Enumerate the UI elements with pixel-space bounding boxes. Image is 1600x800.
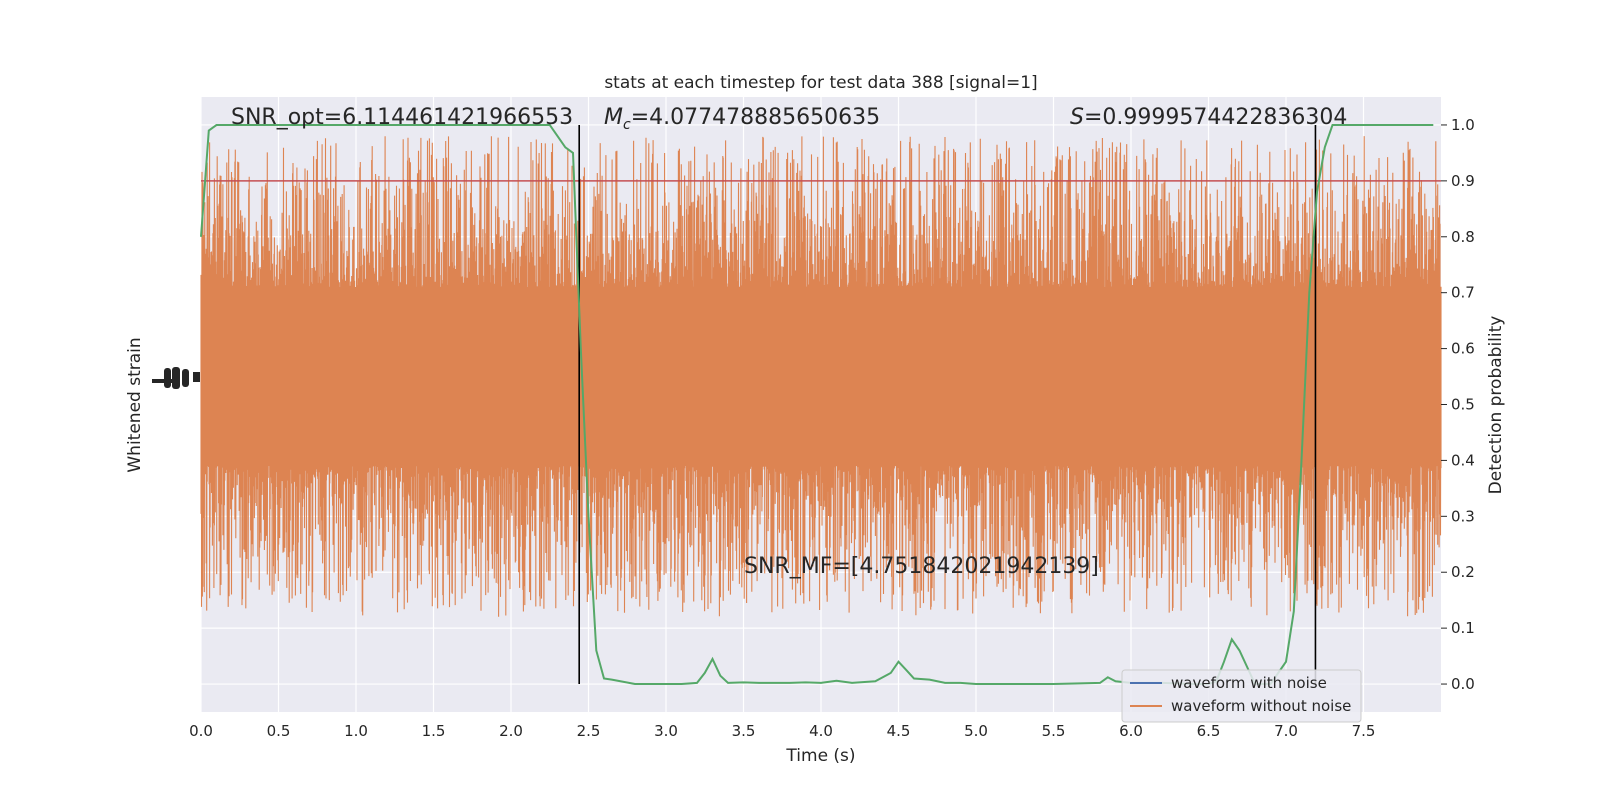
y-tick-label: 0.7: [1451, 284, 1475, 302]
annotation-snr-opt: SNR_opt=6.114461421966553: [231, 105, 573, 130]
annotation-significance: S=0.9999574422836304: [1070, 105, 1347, 130]
x-tick-label: 7.5: [1352, 722, 1376, 740]
significance-symbol: S: [1070, 105, 1084, 130]
y-tick-label: 0.0: [1451, 675, 1475, 693]
x-tick-label: 2.5: [577, 722, 601, 740]
y-tick-label: 0.3: [1451, 507, 1475, 525]
legend-label-with-noise: waveform with noise: [1171, 674, 1327, 692]
chirp-mass-symbol: M: [604, 105, 623, 130]
x-tick-label: 5.0: [964, 722, 988, 740]
chirp-mass-subscript: c: [623, 117, 631, 133]
waveform-without-noise-trace: [200, 136, 1442, 617]
y-axis-label-right: Detection probability: [1486, 316, 1506, 495]
y-tick-label: 0.8: [1451, 228, 1475, 246]
y-axis-label-left: Whitened strain: [125, 337, 145, 472]
y-tick-label: 1.0: [1451, 116, 1475, 134]
y-tick-label: 0.4: [1451, 451, 1475, 469]
legend: waveform with noise waveform without noi…: [1121, 669, 1362, 723]
annotation-snr-mf: SNR_MF=[4.751842021942139]: [744, 554, 1099, 579]
x-tick-label: 3.0: [654, 722, 678, 740]
x-tick-label: 0.0: [189, 722, 213, 740]
left-axis-garbled-ticks: [152, 367, 200, 389]
x-tick-label: 5.5: [1042, 722, 1066, 740]
legend-label-without-noise: waveform without noise: [1171, 697, 1351, 715]
y-tick-label: 0.5: [1451, 396, 1475, 414]
chart-title: stats at each timestep for test data 388…: [604, 73, 1037, 93]
y-tick-label: 0.1: [1451, 619, 1475, 637]
x-tick-label: 2.0: [499, 722, 523, 740]
x-tick-label: 7.0: [1274, 722, 1298, 740]
x-tick-label: 1.0: [344, 722, 368, 740]
waveform-trace: [200, 136, 1442, 617]
x-tick-label: 6.0: [1119, 722, 1143, 740]
x-tick-label: 4.5: [887, 722, 911, 740]
x-tick-label: 4.0: [809, 722, 833, 740]
y-tick-label: 0.6: [1451, 340, 1475, 358]
y-tick-label: 0.9: [1451, 172, 1475, 190]
x-tick-label: 6.5: [1197, 722, 1221, 740]
x-tick-label: 3.5: [732, 722, 756, 740]
legend-box: [1121, 669, 1362, 723]
chirp-mass-value: =4.077478885650635: [631, 105, 880, 130]
annotation-chirp-mass: Mc=4.077478885650635: [604, 105, 880, 133]
x-tick-label: 0.5: [267, 722, 291, 740]
x-tick-label: 1.5: [422, 722, 446, 740]
x-axis-label: Time (s): [785, 746, 855, 766]
y-tick-label: 0.2: [1451, 563, 1475, 581]
significance-value: =0.9999574422836304: [1084, 105, 1347, 130]
tick-labels: 0.0 0.5 1.0 1.5 2.0 2.5 3.0 3.5 4.0 4.5 5.0 5.5 6.0 6…: [189, 116, 1475, 740]
